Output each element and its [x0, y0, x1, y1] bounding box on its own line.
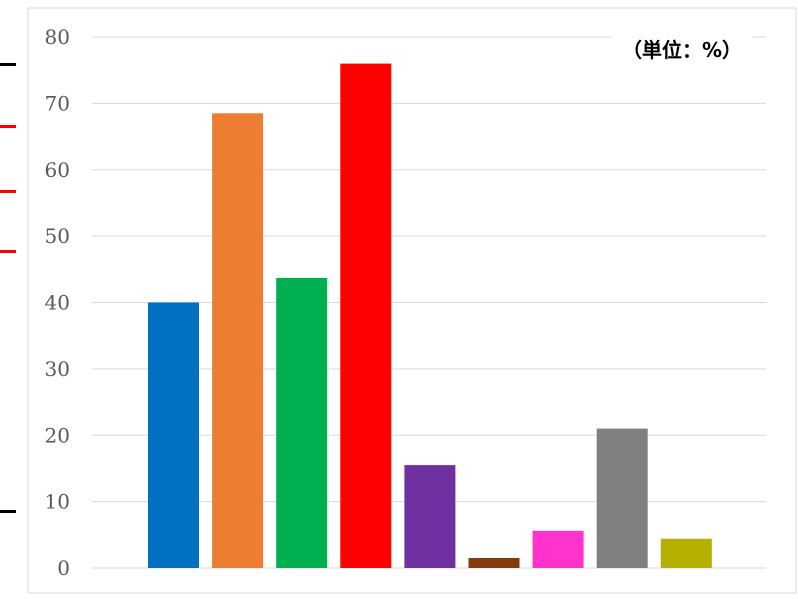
y-tick-label: 70 [45, 91, 70, 115]
side-mark [0, 190, 16, 193]
bar [276, 277, 328, 568]
bar [212, 113, 264, 569]
y-tick-label: 80 [45, 25, 70, 49]
bar [532, 530, 584, 568]
y-tick-label: 0 [57, 556, 70, 580]
side-mark [0, 125, 16, 128]
unit-label-background [612, 30, 752, 70]
bars [148, 63, 712, 569]
y-tick-label: 40 [45, 291, 70, 315]
bar [404, 465, 456, 568]
y-tick-label: 10 [45, 490, 70, 514]
bar [468, 558, 520, 568]
bar [340, 63, 392, 568]
y-tick-label: 30 [45, 357, 70, 381]
y-axis-ticks: 0 10 20 30 40 50 60 70 80 [45, 25, 70, 580]
y-tick-label: 20 [45, 423, 70, 447]
side-mark [0, 510, 16, 513]
side-mark [0, 63, 16, 66]
side-marks [0, 63, 16, 513]
bar [148, 302, 199, 568]
side-mark [0, 250, 16, 253]
bar [660, 538, 712, 568]
unit-label: （単位：%） [622, 38, 742, 62]
bar [596, 428, 648, 568]
y-tick-label: 50 [45, 224, 70, 248]
y-tick-label: 60 [45, 158, 70, 182]
